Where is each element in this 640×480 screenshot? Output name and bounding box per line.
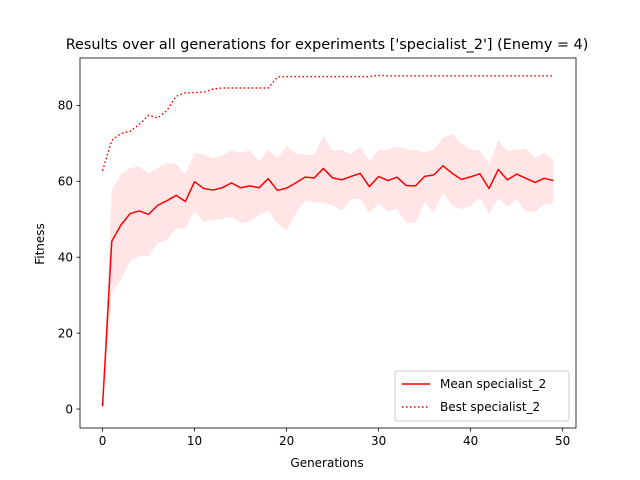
x-axis-label: Generations	[290, 456, 363, 470]
y-axis-label: Fitness	[33, 223, 47, 265]
axes: 0 10 20 30 40 50 0 20 40 60 80	[58, 57, 577, 448]
y-tick-label: 40	[58, 251, 73, 265]
y-tick-label: 60	[58, 175, 73, 189]
plot-area	[101, 74, 554, 408]
series-line-mean	[101, 165, 554, 407]
x-tick-label: 30	[371, 434, 386, 448]
y-tick-label: 20	[58, 326, 73, 340]
x-tick-label: 20	[279, 434, 294, 448]
legend-frame	[394, 370, 570, 422]
x-tick-label: 50	[555, 434, 570, 448]
x-tick-label: 40	[463, 434, 478, 448]
x-tick-label: 10	[187, 434, 202, 448]
std-band	[102, 134, 554, 408]
legend: Mean specialist_2 Best specialist_2	[394, 370, 570, 422]
legend-label-mean: Mean specialist_2	[440, 377, 546, 391]
axes-frame	[79, 57, 577, 429]
chart-title: Results over all generations for experim…	[66, 37, 589, 53]
legend-label-best: Best specialist_2	[440, 400, 540, 414]
x-tick-label: 0	[99, 434, 107, 448]
series-line-best	[101, 74, 554, 171]
y-tick-label: 80	[58, 99, 73, 113]
y-tick-label: 0	[65, 402, 73, 416]
